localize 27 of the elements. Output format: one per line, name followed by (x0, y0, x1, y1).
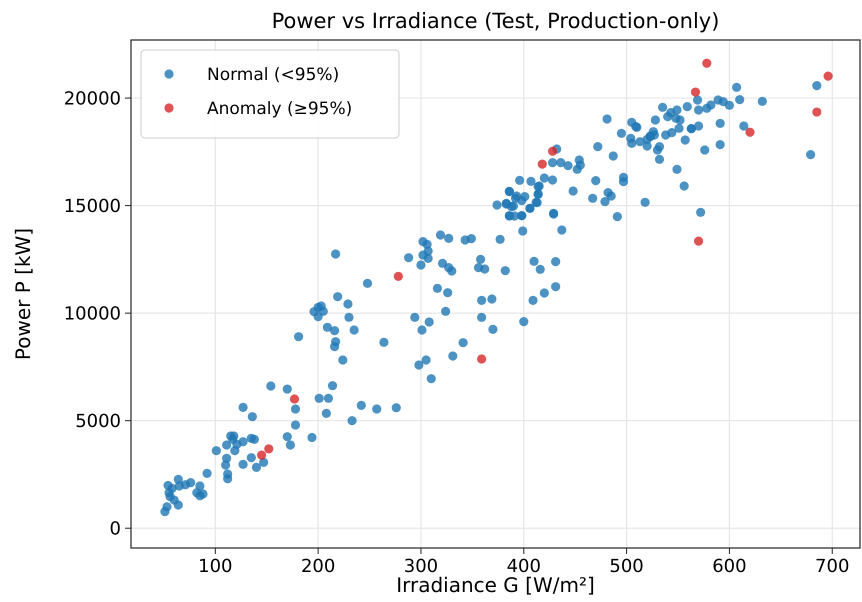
point (548, 146, 558, 156)
y-tick-label: 20000 (64, 88, 121, 110)
point (694, 236, 704, 246)
point (290, 394, 300, 404)
point (264, 444, 274, 454)
y-tick-label: 0 (110, 518, 121, 540)
legend-label: Anomaly (≥95%) (207, 98, 352, 119)
x-tick-label: 200 (300, 556, 336, 577)
point (690, 87, 700, 97)
point (745, 128, 755, 137)
point (394, 272, 403, 281)
x-tick-label: 600 (712, 556, 747, 577)
x-tick-label: 100 (198, 556, 232, 577)
point (702, 58, 712, 68)
point (256, 450, 266, 460)
point (538, 160, 547, 169)
chart-title: Power vs Irradiance (Test, Production-only) (272, 9, 720, 33)
point (477, 354, 486, 364)
y-tick-label: 15000 (64, 196, 121, 217)
y-axis-title: Power P [kW] (11, 228, 35, 360)
y-tick-label: 10000 (64, 303, 121, 324)
legend-label: Normal (<95%) (207, 64, 340, 85)
point (824, 72, 833, 81)
y-tick-label: 5000 (75, 410, 121, 432)
x-tick-label: 500 (609, 556, 644, 577)
point (812, 107, 822, 117)
x-tick-label: 700 (815, 556, 850, 577)
